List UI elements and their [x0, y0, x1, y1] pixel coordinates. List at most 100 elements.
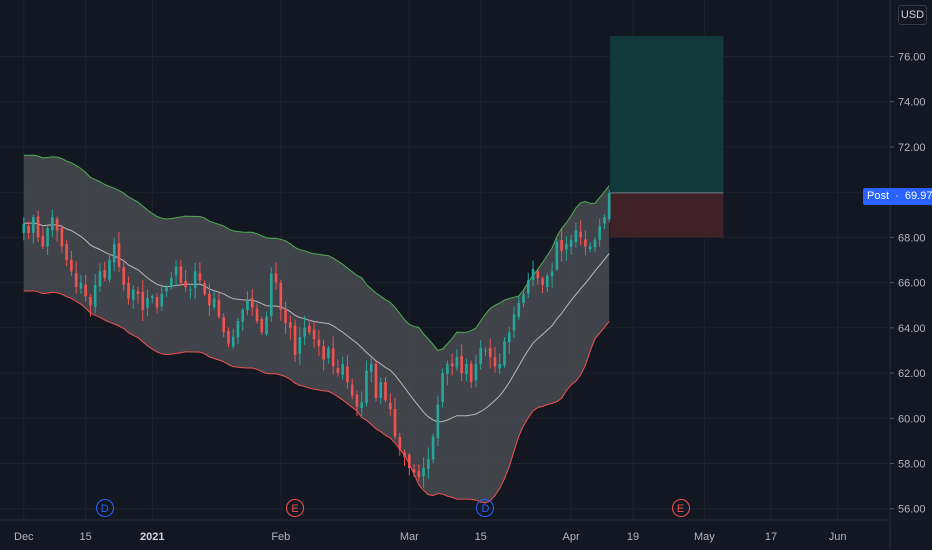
time-tick-label: Apr: [563, 531, 580, 543]
earnings-event-marker[interactable]: E: [671, 499, 690, 517]
candle-body: [455, 357, 459, 368]
candle-body: [41, 235, 45, 247]
candle-body: [269, 273, 273, 316]
candle-body: [241, 309, 245, 322]
candle-body: [474, 364, 478, 381]
candle-body: [170, 278, 173, 287]
candle-body: [165, 287, 168, 292]
candle-body: [274, 273, 278, 283]
price-axis[interactable]: 56.0058.0060.0062.0064.0066.0068.0070.00…: [890, 52, 926, 516]
candle-body: [189, 289, 192, 291]
candle-body: [293, 325, 297, 355]
candle-body: [70, 259, 73, 272]
price-tick-label: 66.00: [898, 278, 926, 290]
candle-body: [122, 267, 126, 285]
basis-line: [23, 222, 610, 423]
candle-body: [365, 370, 368, 404]
candle-body: [303, 327, 306, 337]
time-tick-label: Feb: [271, 531, 290, 543]
candle-body: [507, 332, 511, 343]
candle-body: [217, 299, 221, 317]
dividend-event-marker[interactable]: D: [476, 499, 495, 517]
candle-body: [160, 293, 164, 307]
last-price-badge: Post · 69.97: [863, 188, 932, 205]
currency-label[interactable]: USD: [898, 5, 927, 25]
candle-body: [469, 363, 473, 383]
candle-body: [355, 394, 359, 407]
candle-body: [569, 239, 573, 247]
candle-body: [208, 293, 211, 306]
candle-body: [369, 364, 373, 372]
dividend-event-marker[interactable]: D: [95, 499, 114, 517]
candle-body: [517, 302, 521, 317]
candle-body: [522, 293, 525, 304]
price-tick-label: 74.00: [898, 97, 926, 109]
candle-body: [541, 278, 544, 285]
candles: [22, 189, 611, 488]
candle-body: [493, 357, 497, 367]
candle-body: [450, 363, 454, 367]
candle-body: [260, 318, 264, 333]
earnings-event-marker[interactable]: E: [286, 499, 305, 517]
candle-body: [203, 282, 206, 294]
candle-body: [46, 228, 49, 247]
candle-body: [488, 348, 492, 358]
candle-body: [79, 282, 83, 289]
price-tick-label: 68.00: [898, 232, 926, 244]
candle-body: [498, 364, 502, 369]
candle-body: [155, 296, 159, 308]
candle-body: [312, 329, 316, 340]
candle-body: [460, 356, 463, 374]
price-tick-label: 62.00: [898, 368, 926, 380]
candle-body: [512, 314, 516, 331]
candle-body: [331, 348, 335, 367]
candle-body: [84, 284, 87, 297]
candle-body: [550, 271, 554, 277]
candle-body: [74, 273, 78, 288]
time-tick-label: Jun: [829, 531, 847, 543]
time-tick-label: 15: [475, 531, 487, 543]
time-tick-label: Dec: [14, 531, 34, 543]
time-tick-label: 17: [765, 531, 777, 543]
time-tick-label: 15: [80, 531, 92, 543]
candle-body: [174, 266, 178, 276]
candle-body: [407, 454, 411, 468]
candle-body: [112, 244, 116, 263]
candle-body: [393, 408, 397, 437]
candle-body: [560, 239, 563, 251]
candle-body: [484, 350, 487, 352]
candle-body: [289, 322, 292, 328]
candle-body: [32, 217, 35, 233]
candle-body: [184, 280, 187, 288]
bollinger-bands: [23, 154, 610, 504]
candle-body: [555, 241, 559, 270]
candle-body: [427, 458, 430, 469]
candle-body: [422, 468, 425, 477]
candle-body: [336, 368, 340, 374]
candle-body: [526, 280, 530, 294]
candle-body: [417, 471, 421, 478]
candle-body: [317, 339, 321, 346]
candle-body: [574, 230, 578, 243]
candle-body: [117, 243, 121, 267]
candle-body: [131, 289, 135, 300]
time-tick-label: 19: [627, 531, 639, 543]
stop-zone: [610, 192, 724, 238]
price-tick-label: 76.00: [898, 52, 926, 64]
price-tick-label: 64.00: [898, 323, 926, 335]
time-tick-label: 2021: [140, 531, 164, 543]
candle-body: [536, 271, 540, 279]
candle-body: [98, 271, 102, 287]
time-axis[interactable]: Dec 15 2021 Feb Mar 15 Apr 19 May 17 Jun: [14, 531, 847, 543]
candle-body: [236, 321, 240, 338]
candle-body: [93, 284, 97, 307]
candle-body: [27, 225, 30, 233]
candle-body: [222, 317, 225, 333]
candle-body: [607, 192, 611, 220]
candle-body: [403, 452, 406, 457]
candle-body: [51, 217, 54, 231]
candle-body: [22, 223, 26, 233]
candle-body: [36, 216, 40, 238]
candle-body: [65, 243, 68, 260]
